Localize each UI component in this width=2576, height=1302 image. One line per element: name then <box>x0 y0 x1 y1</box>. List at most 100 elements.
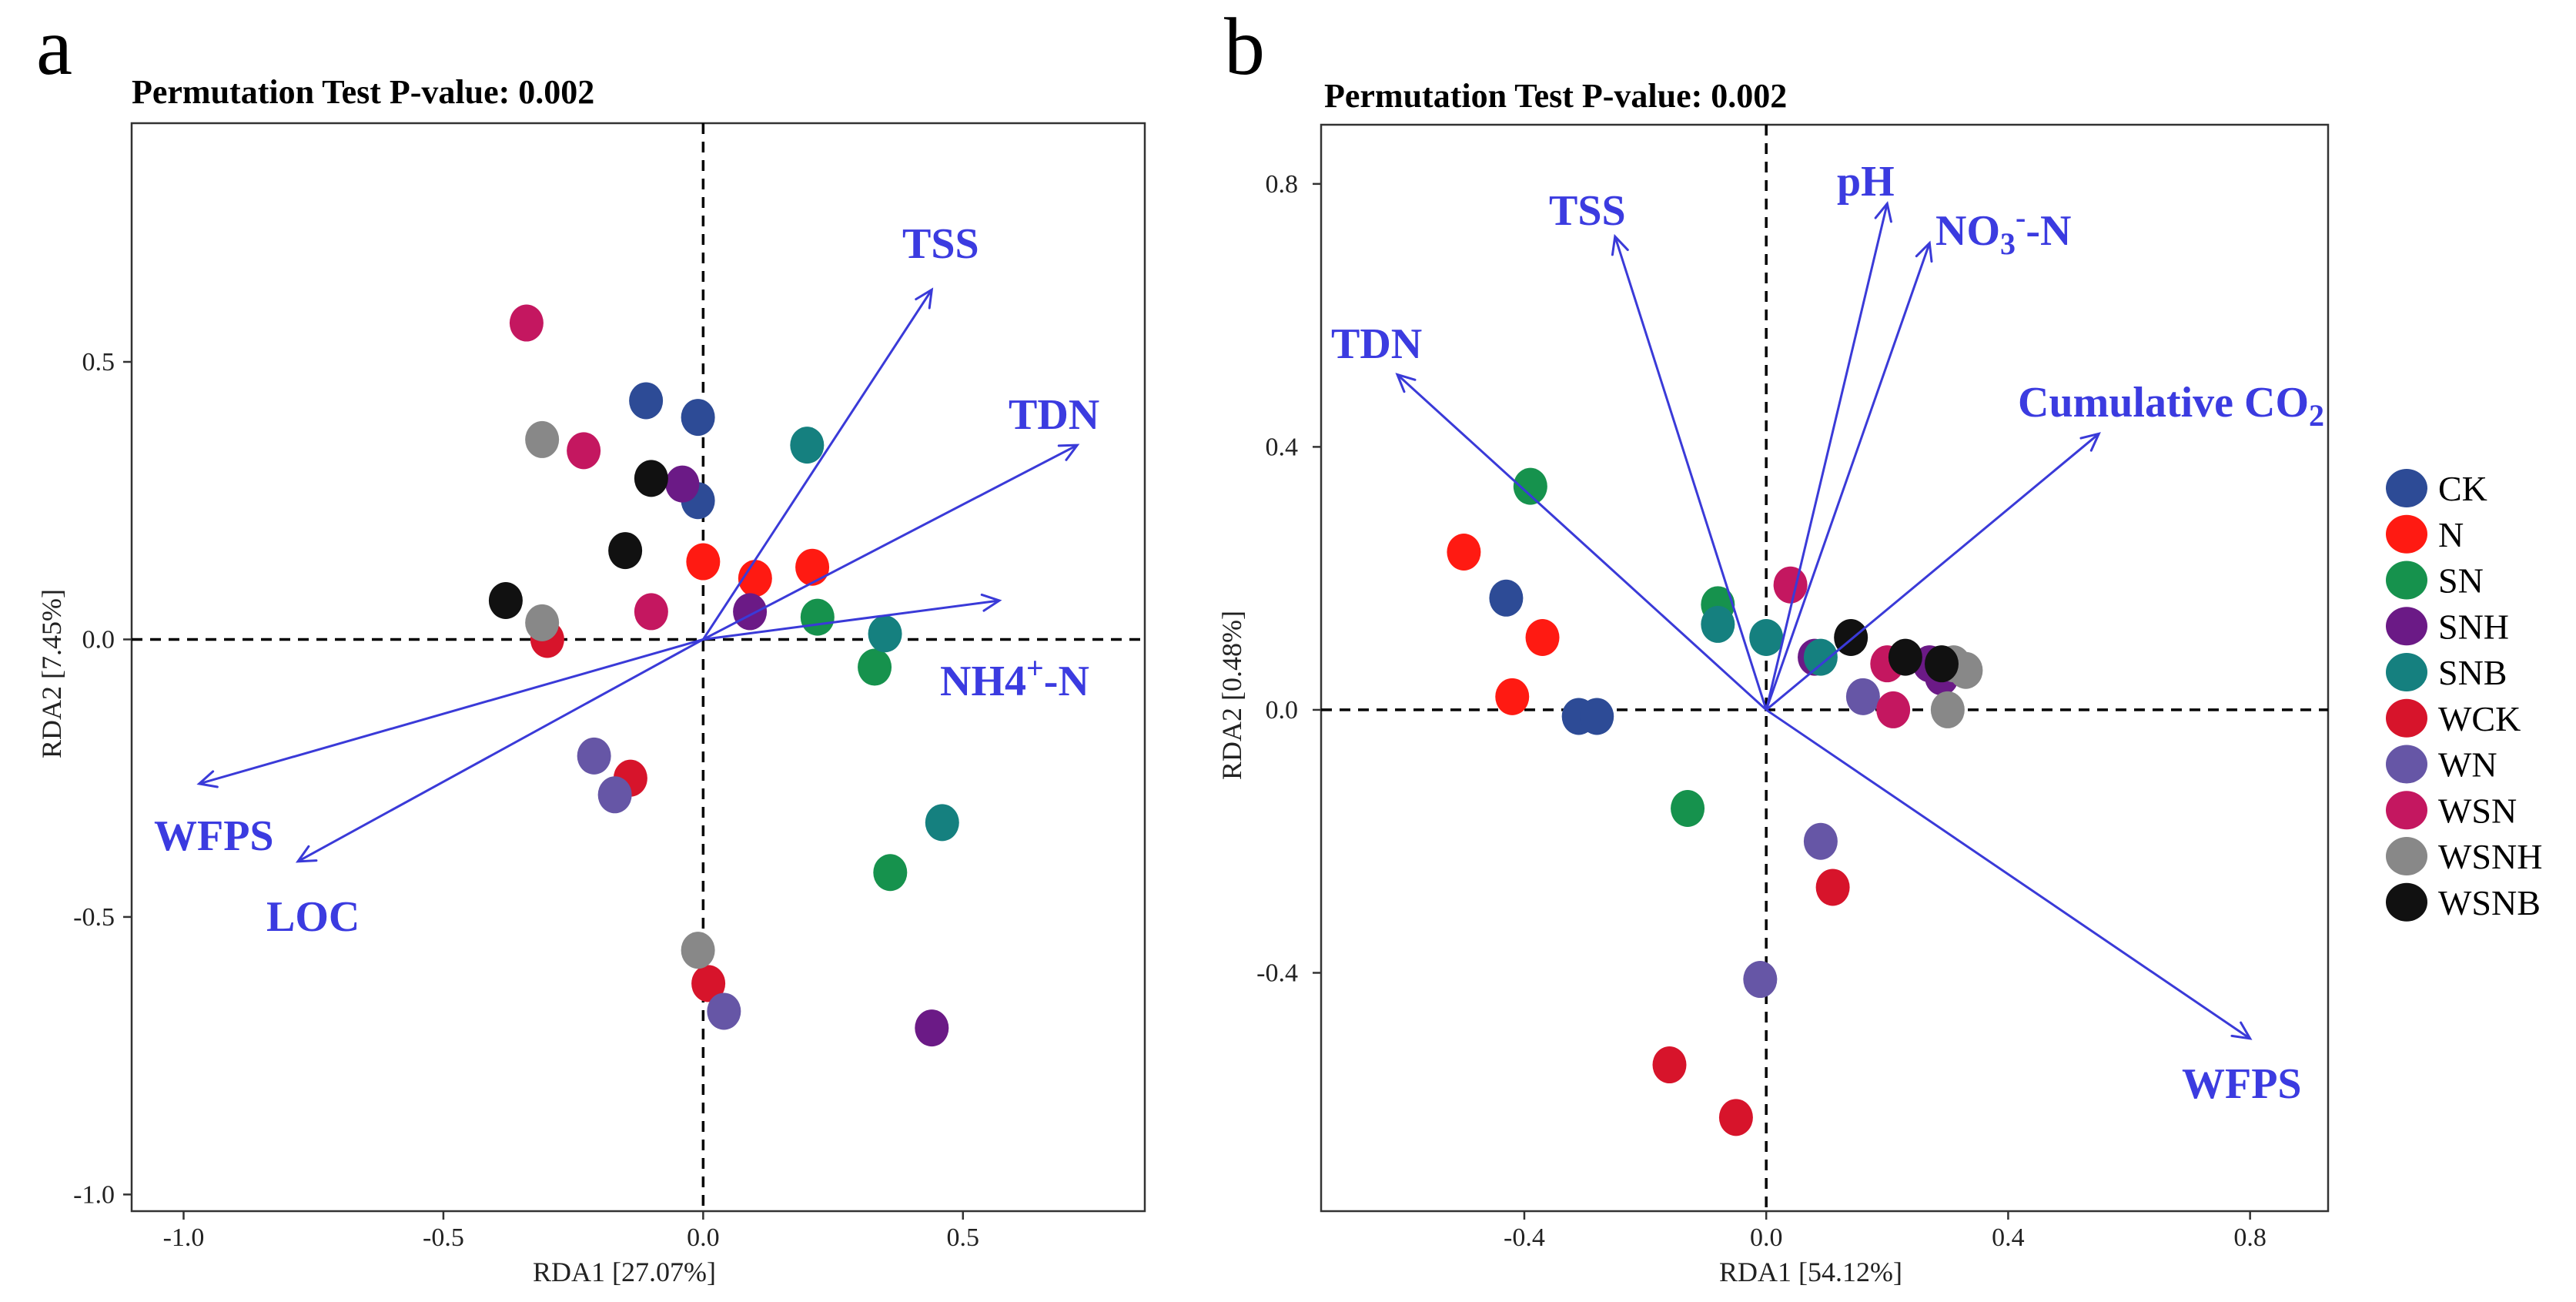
legend-swatch <box>2386 561 2427 600</box>
legend-swatch <box>2386 469 2427 507</box>
vector-line-no3-n <box>1765 243 1931 711</box>
vector-arrowhead-loc <box>295 845 318 863</box>
y-axis-title-b: RDA2 [0.48%] <box>1216 611 1247 780</box>
point-wn <box>1743 961 1778 999</box>
legend-swatch <box>2386 745 2427 784</box>
chart-title-b: Permutation Test P-value: 0.002 <box>1324 77 1787 115</box>
vector-line-tdn <box>1396 373 1768 711</box>
point-sn <box>858 648 892 686</box>
point-wsnb <box>634 460 668 497</box>
vector-arrowhead-tdn <box>1395 373 1417 393</box>
legend-item-wsnh: WSNH <box>2386 837 2542 876</box>
vector-arrowhead-nh4-n <box>980 593 1002 612</box>
legend-item-n: N <box>2386 514 2464 554</box>
point-wsn <box>634 593 668 631</box>
vector-label-base: TSS <box>1549 187 1626 235</box>
legend-label: N <box>2438 515 2464 554</box>
vector-label-ph: pH <box>1837 158 1895 206</box>
legend-label: SN <box>2438 561 2484 601</box>
x-tick-label: 0.8 <box>2233 1223 2267 1252</box>
point-wck <box>1652 1046 1687 1084</box>
point-wn <box>1845 678 1880 715</box>
vector-arrowhead-ph <box>1874 201 1892 223</box>
point-wsn <box>567 432 601 470</box>
point-sn <box>1513 467 1547 505</box>
vector-label-tdn: TDN <box>1009 391 1099 439</box>
panel-b: b Permutation Test P-value: 0.002 RDA1 [… <box>1216 2 2330 1287</box>
legend-item-wck: WCK <box>2386 698 2521 738</box>
point-wsn <box>1876 691 1911 728</box>
vector-tss: TSS <box>1549 187 1768 711</box>
y-tick-label: -0.5 <box>73 903 115 932</box>
point-wn <box>707 992 741 1030</box>
x-axis-title-a: RDA1 [27.07%] <box>533 1257 716 1287</box>
vector-line-tdn <box>702 443 1078 641</box>
point-wsnb <box>1888 638 1922 676</box>
legend-swatch <box>2386 607 2427 646</box>
x-tick-label: 0.0 <box>687 1223 720 1252</box>
legend-label: WSNB <box>2438 883 2541 922</box>
point-snb <box>868 615 902 653</box>
point-wn <box>1803 822 1838 860</box>
point-n <box>1495 678 1530 715</box>
vector-loc: LOC <box>266 638 704 941</box>
vector-label-sup: - <box>2016 200 2026 235</box>
vector-arrowhead-no3-n <box>1915 240 1933 263</box>
point-snb <box>925 804 959 842</box>
vector-arrowhead-wfps <box>196 770 219 788</box>
vector-ph: pH <box>1765 158 1895 711</box>
point-snh <box>733 593 768 631</box>
vector-arrowhead-tss <box>1611 233 1629 256</box>
point-wsnh <box>1930 691 1965 728</box>
legend-swatch <box>2386 653 2427 691</box>
y-tick-label: 0.4 <box>1266 433 1299 461</box>
vector-label-no3-n: NO3--N <box>1935 200 2071 261</box>
point-sn <box>800 598 835 636</box>
vector-line-cumulative-co2 <box>1765 433 2100 711</box>
vector-wfps: WFPS <box>154 638 704 860</box>
vector-label-base: NO <box>1935 207 2000 255</box>
legend-swatch <box>2386 882 2427 922</box>
vector-label-tdn: TDN <box>1331 320 1422 368</box>
vector-arrowhead-tss <box>915 287 934 310</box>
legend-item-wn: WN <box>2386 745 2497 785</box>
point-wck <box>1815 869 1850 906</box>
vector-label-wfps: WFPS <box>154 812 274 860</box>
vector-line-wfps <box>199 638 704 785</box>
x-tick-label: -1.0 <box>163 1223 205 1252</box>
vector-label-tss: TSS <box>1549 187 1626 235</box>
y-tick-label: 0.0 <box>82 625 115 654</box>
point-snb <box>790 427 825 464</box>
vector-arrowhead-wfps <box>2230 1021 2253 1040</box>
vector-tdn: TDN <box>702 391 1099 641</box>
point-wsnh <box>525 604 560 641</box>
legend-swatch <box>2386 837 2427 875</box>
point-n <box>1525 619 1560 657</box>
point-wn <box>597 776 632 814</box>
vector-label-base: WFPS <box>154 812 274 860</box>
legend-label: WN <box>2438 745 2497 785</box>
y-axis-title-a: RDA2 [7.45%] <box>36 589 67 758</box>
point-ck <box>1489 579 1524 617</box>
point-snb <box>1701 605 1735 643</box>
vector-label-loc: LOC <box>266 893 360 941</box>
legend-item-wsn: WSN <box>2386 791 2517 830</box>
vector-label-base: TDN <box>1009 391 1099 439</box>
point-sn <box>873 854 908 892</box>
legend-label: CK <box>2438 469 2487 508</box>
vector-label-sup: + <box>1026 651 1044 685</box>
y-tick-label: -1.0 <box>73 1180 115 1209</box>
point-snh <box>665 465 700 503</box>
vector-label-base: Cumulative CO <box>2018 379 2309 427</box>
plot-frame <box>1320 123 2330 1213</box>
legend-swatch <box>2386 698 2427 738</box>
vector-label-base: LOC <box>266 893 360 941</box>
point-ck <box>1580 698 1614 735</box>
legend-label: SNB <box>2438 653 2507 692</box>
point-sn <box>1671 790 1705 828</box>
point-snh <box>915 1009 949 1047</box>
vector-tdn: TDN <box>1331 320 1768 711</box>
y-tick-label: 0.5 <box>82 348 115 377</box>
point-wsnb <box>1925 645 1959 683</box>
